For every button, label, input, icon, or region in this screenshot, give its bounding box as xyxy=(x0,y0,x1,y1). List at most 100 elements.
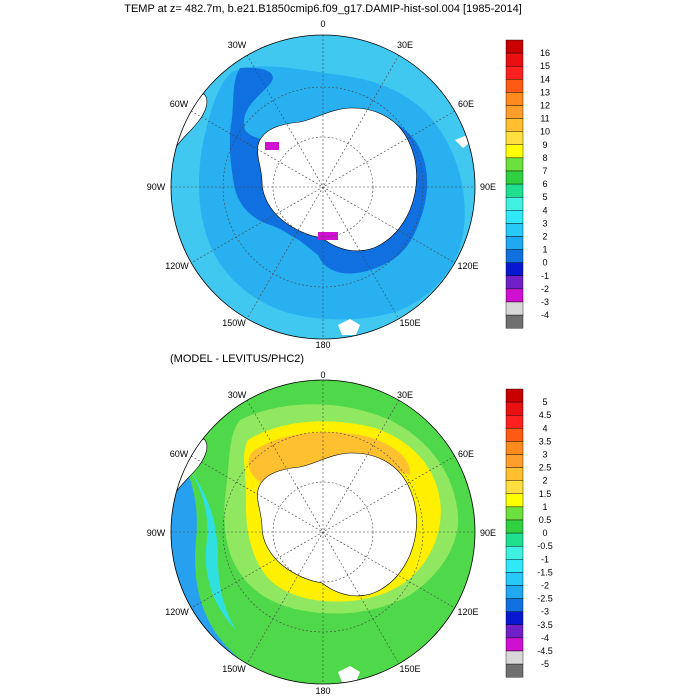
top-colorbar-label: 15 xyxy=(540,61,550,71)
bottom-colorbar-label: 1.5 xyxy=(539,489,552,499)
bottom-map-border xyxy=(170,379,476,685)
bottom-map xyxy=(171,380,475,684)
bottom-colorbar: 5 4.5 4 3.5 3 2.5 2 1.5 1 0.5 0 -0.5 -1 -1.5 -2 -2.5 -3 -… xyxy=(505,388,553,678)
bottom-graticule xyxy=(171,380,475,684)
bottom-colorbar-label: 3.5 xyxy=(539,436,552,446)
bottom-lon-90w: 90W xyxy=(147,528,166,538)
bottom-colorbar-swatch xyxy=(505,663,524,678)
top-colorbar-swatch xyxy=(505,79,524,93)
bottom-colorbar-swatch xyxy=(505,441,524,455)
top-colorbar-label: 3 xyxy=(542,218,547,228)
bottom-colorbar-swatch xyxy=(505,401,524,416)
bottom-colorbar-label: -3.5 xyxy=(537,620,553,630)
bottom-lon-90e: 90E xyxy=(480,528,496,538)
top-lon-150e: 150E xyxy=(399,318,420,328)
top-colorbar-swatch xyxy=(505,92,524,106)
bottom-colorbar-swatch xyxy=(505,598,524,612)
bottom-colorbar-label: 3 xyxy=(542,450,547,460)
top-colorbar-swatch xyxy=(505,223,524,237)
bottom-colorbar-swatch xyxy=(505,650,524,665)
top-lon-90w: 90W xyxy=(147,182,166,192)
top-colorbar-swatch xyxy=(505,275,524,290)
top-colorbar-swatch xyxy=(505,131,524,145)
top-colorbar-swatch xyxy=(505,314,524,329)
bottom-lon-120w: 120W xyxy=(165,607,189,617)
top-lon-60e: 60E xyxy=(458,99,474,109)
top-colorbar-label: 13 xyxy=(540,87,550,97)
top-title: TEMP at z= 482.7m, b.e21.B1850cmip6.f09_… xyxy=(124,3,522,15)
bottom-title: (MODEL - LEVITUS/PHC2) xyxy=(170,353,304,365)
top-map-border xyxy=(170,34,476,340)
top-lon-120w: 120W xyxy=(165,261,189,271)
bottom-lon-180: 180 xyxy=(315,686,330,696)
bottom-colorbar-swatch xyxy=(505,493,524,508)
top-colorbar-label: -3 xyxy=(541,297,549,307)
bottom-colorbar-swatch xyxy=(505,388,524,403)
bottom-colorbar-swatch xyxy=(505,467,524,481)
bottom-colorbar-swatch xyxy=(505,506,524,521)
top-colorbar-swatch xyxy=(505,144,524,159)
bottom-colorbar-label: 4.5 xyxy=(539,410,552,420)
top-colorbar-label: 2 xyxy=(542,232,547,242)
top-colorbar-swatch xyxy=(505,262,524,277)
top-colorbar-label: 1 xyxy=(542,245,547,255)
bottom-lon-150w: 150W xyxy=(222,664,246,674)
top-graticule xyxy=(171,35,475,339)
bottom-lon-30w: 30W xyxy=(228,390,247,400)
top-colorbar-label: 7 xyxy=(542,166,547,176)
top-colorbar-swatch xyxy=(505,170,524,185)
top-colorbar-swatch xyxy=(505,288,524,303)
bottom-colorbar-swatch xyxy=(505,415,524,429)
top-colorbar-label: 12 xyxy=(540,101,550,111)
bottom-colorbar-swatch xyxy=(505,585,524,599)
top-colorbar-swatch xyxy=(505,210,524,224)
bottom-colorbar-label: 4 xyxy=(542,423,547,433)
top-colorbar-label: 14 xyxy=(540,74,550,84)
top-colorbar-label: 10 xyxy=(540,127,550,137)
bottom-colorbar-swatch xyxy=(505,572,524,586)
bottom-lon-60w: 60W xyxy=(170,449,189,459)
bottom-island-1 xyxy=(338,666,360,682)
bottom-colorbar-label: 0.5 xyxy=(539,515,552,525)
top-colorbar-swatch xyxy=(505,249,524,263)
top-lon-120e: 120E xyxy=(457,261,478,271)
bottom-colorbar-swatch xyxy=(505,454,524,468)
bottom-colorbar-label: -4.5 xyxy=(537,646,553,656)
top-colorbar-swatch xyxy=(505,39,524,54)
bottom-lon-60e: 60E xyxy=(458,449,474,459)
top-map xyxy=(171,35,475,339)
bottom-colorbar-label: 1 xyxy=(542,502,547,512)
top-lon-180: 180 xyxy=(315,340,330,350)
bottom-colorbar-label: -4 xyxy=(541,633,549,643)
bottom-colorbar-label: 0 xyxy=(542,528,547,538)
top-lon-60w: 60W xyxy=(170,99,189,109)
bottom-colorbar-swatch xyxy=(505,532,524,547)
top-colorbar-swatch xyxy=(505,105,524,119)
bottom-lon-0: 0 xyxy=(320,370,325,380)
bottom-antarctica-land xyxy=(257,452,417,597)
bottom-colorbar-swatch xyxy=(505,559,524,573)
bottom-colorbar-swatch xyxy=(505,637,524,652)
bottom-colorbar-label: 2 xyxy=(542,476,547,486)
bottom-colorbar-label: -1.5 xyxy=(537,567,553,577)
bottom-colorbar-label: -1 xyxy=(541,554,549,564)
bottom-colorbar-label: -0.5 xyxy=(537,541,553,551)
bottom-lon-120e: 120E xyxy=(457,607,478,617)
top-purple-patch-1 xyxy=(265,142,279,150)
top-colorbar-swatch xyxy=(505,236,524,250)
bottom-west-cyan xyxy=(190,470,236,630)
bottom-lon-labels: 0 30E 60E 90E 120E 150E 180 150W 120W 90… xyxy=(147,370,496,696)
top-lon-150w: 150W xyxy=(222,318,246,328)
top-colorbar-label: -1 xyxy=(541,271,549,281)
top-colorbar-label: 9 xyxy=(542,140,547,150)
top-colorbar-label: 0 xyxy=(542,258,547,268)
top-colorbar-swatch xyxy=(505,118,524,132)
top-lon-30w: 30W xyxy=(228,40,247,50)
top-lon-90e: 90E xyxy=(480,182,496,192)
top-antarctica-land xyxy=(257,107,417,252)
bottom-colorbar-label: 5 xyxy=(542,397,547,407)
bottom-colorbar-label: 2.5 xyxy=(539,463,552,473)
bottom-colorbar-label: -3 xyxy=(541,607,549,617)
